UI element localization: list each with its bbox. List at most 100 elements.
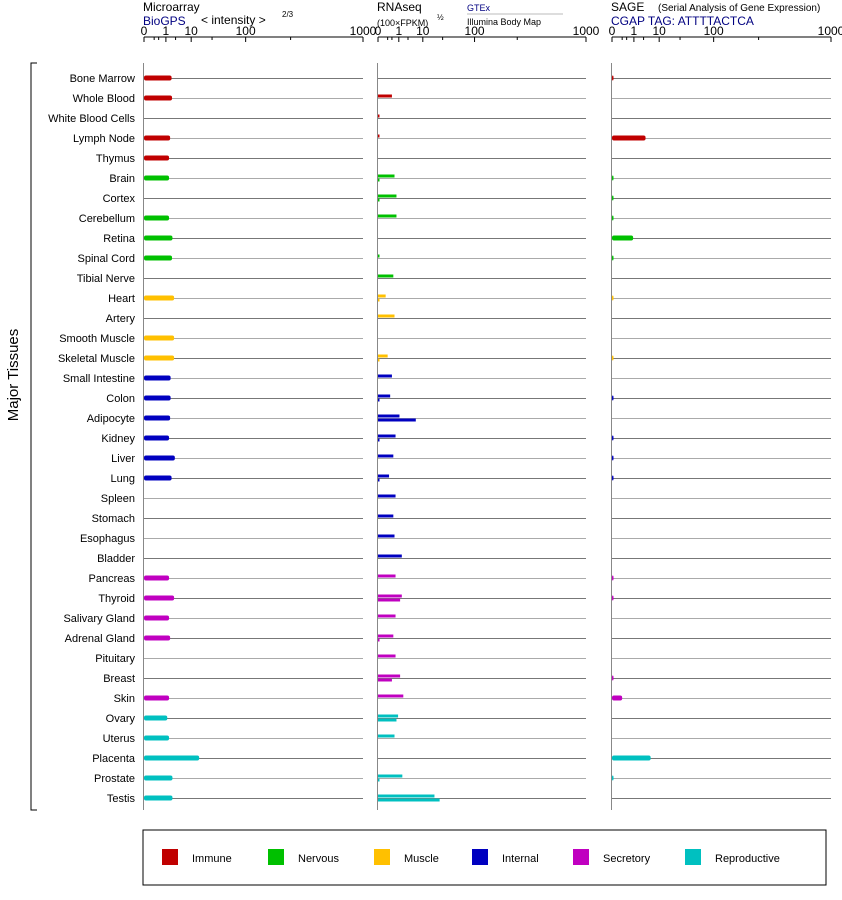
bar-biogps — [144, 215, 170, 221]
bar-cgap-sage — [612, 775, 614, 781]
bar-cgap-sage — [612, 195, 614, 201]
bar-cgap-sage — [612, 675, 614, 681]
tissue-label: Heart — [108, 293, 135, 305]
tissue-label: Thymus — [96, 153, 136, 165]
x-tick-label: 100 — [236, 24, 256, 38]
bar-gtex — [378, 354, 388, 358]
x-tick-label: 100 — [704, 24, 724, 38]
bar-gtex — [378, 674, 401, 678]
tissue-label: Uterus — [103, 733, 136, 745]
bar-illumina-body-map — [378, 438, 380, 442]
bar-cgap-sage — [612, 215, 614, 221]
bar-gtex — [378, 394, 391, 398]
bar-cgap-sage — [612, 755, 651, 761]
bar-biogps — [144, 235, 173, 241]
tissue-label: Retina — [103, 233, 136, 245]
x-tick-label: 0 — [375, 24, 382, 38]
bar-cgap-sage — [612, 435, 614, 441]
bar-biogps — [144, 615, 170, 621]
y-axis-label: Major Tissues — [5, 329, 22, 422]
legend-swatch — [374, 849, 390, 865]
bar-cgap-sage — [612, 295, 614, 301]
bar-biogps — [144, 775, 173, 781]
y-axis-bracket — [30, 62, 37, 811]
bar-gtex — [378, 714, 399, 718]
bar-gtex — [378, 774, 403, 778]
tissue-labels: Bone Marrow Whole Blood White Blood Cells L… — [48, 73, 136, 805]
bar-gtex — [378, 654, 396, 658]
tissue-label: Testis — [107, 793, 136, 805]
sage-subtitle: (Serial Analysis of Gene Expression) — [658, 3, 820, 14]
bar-biogps — [144, 355, 175, 361]
tissue-label: Liver — [111, 453, 135, 465]
bar-illumina-body-map — [378, 198, 380, 202]
bar-illumina-body-map — [378, 678, 392, 682]
tissue-label: Bone Marrow — [70, 73, 135, 85]
tissue-label: Brain — [109, 173, 135, 185]
x-tick-label: 1000 — [573, 24, 600, 38]
bar-biogps — [144, 435, 170, 441]
legend-label: Nervous — [298, 853, 339, 865]
bar-gtex — [378, 534, 395, 538]
tissue-label: Skin — [114, 693, 135, 705]
bar-cgap-sage — [612, 455, 614, 461]
bar-biogps — [144, 295, 175, 301]
legend-label: Secretory — [603, 853, 651, 865]
bar-illumina-body-map — [378, 718, 397, 722]
bar-biogps — [144, 155, 170, 161]
microarray-scale-label: < intensity > — [201, 13, 266, 27]
legend-label: Immune — [192, 853, 232, 865]
legend-label: Internal — [502, 853, 539, 865]
legend-swatch — [472, 849, 488, 865]
bar-gtex — [378, 374, 392, 378]
bar-gtex — [378, 574, 396, 578]
bar-biogps — [144, 95, 173, 101]
tissue-label: Skeletal Muscle — [58, 353, 135, 365]
x-tick-label: 10 — [185, 24, 199, 38]
bar-biogps — [144, 795, 173, 801]
x-tick-label: 10 — [653, 24, 667, 38]
bar-illumina-body-map — [378, 478, 380, 482]
x-tick-label: 1000 — [818, 24, 842, 38]
x-tick-label: 1000 — [350, 24, 377, 38]
bar-cgap-sage — [612, 395, 614, 401]
bar-illumina-body-map — [378, 598, 401, 602]
bar-gtex — [378, 794, 435, 798]
bar-biogps — [144, 335, 175, 341]
tissue-label: Smooth Muscle — [59, 333, 135, 345]
tissue-label: Adipocyte — [87, 413, 135, 425]
legend-swatch — [268, 849, 284, 865]
rnaseq-scale-exponent: ½ — [437, 13, 444, 22]
bar-cgap-sage — [612, 175, 614, 181]
rnaseq-scale-label: (100×FPKM) — [377, 18, 428, 28]
bar-cgap-sage — [612, 75, 614, 81]
bar-cgap-sage — [612, 135, 646, 141]
bar-biogps — [144, 575, 170, 581]
bar-illumina-body-map — [378, 298, 380, 302]
bar-illumina-body-map — [378, 358, 380, 362]
bar-gtex — [378, 414, 400, 418]
tissue-label: Whole Blood — [73, 93, 135, 105]
bar-cgap-sage — [612, 595, 614, 601]
tissue-label: Placenta — [92, 753, 136, 765]
bar-biogps — [144, 715, 168, 721]
bar-gtex — [378, 134, 380, 138]
bar-gtex — [378, 174, 395, 178]
tissue-label: Pituitary — [95, 653, 135, 665]
bar-gtex — [378, 554, 402, 558]
bar-biogps — [144, 455, 175, 461]
bar-gtex — [378, 734, 395, 738]
bar-biogps — [144, 135, 171, 141]
tissue-label: Lymph Node — [73, 133, 135, 145]
legend-label: Muscle — [404, 853, 439, 865]
bar-gtex — [378, 314, 395, 318]
bar-biogps — [144, 255, 173, 261]
bar-gtex — [378, 634, 394, 638]
bar-biogps — [144, 375, 171, 381]
tissue-label: Small Intestine — [63, 373, 135, 385]
bar-biogps — [144, 735, 170, 741]
bar-gtex — [378, 294, 386, 298]
bar-gtex — [378, 114, 380, 118]
legend-swatch — [685, 849, 701, 865]
bar-biogps — [144, 595, 175, 601]
